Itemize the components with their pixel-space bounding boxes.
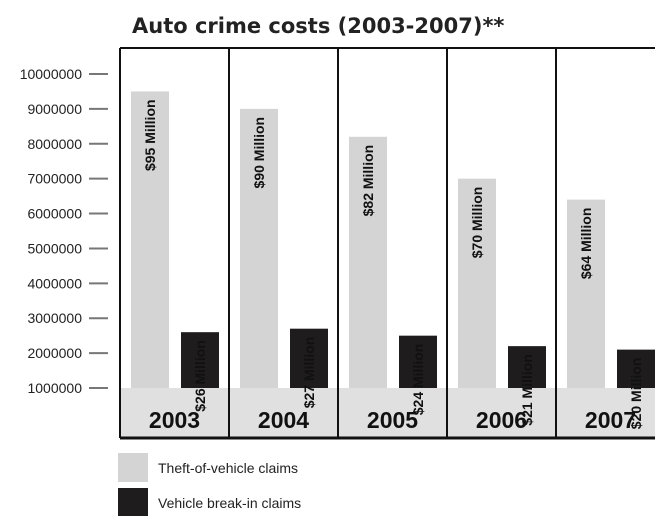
y-tick-label: 9000000 [27,101,82,117]
legend-label: Vehicle break-in claims [158,495,301,511]
data-label: $95 Million [142,99,158,171]
theft-bar-2006 [458,178,496,388]
legend-swatch [118,488,148,516]
data-label: $26 Million [192,340,208,412]
y-tick-label: 3000000 [27,310,82,326]
breakin-bar-2007 [617,349,655,388]
y-tick-label: 1000000 [27,380,82,396]
theft-bar-2007 [567,199,605,388]
chart-title: Auto crime costs (2003-2007)** [132,14,504,38]
legend-label: Theft-of-vehicle claims [158,460,298,476]
theft-bar-2003 [131,91,169,388]
legend: Theft-of-vehicle claims Vehicle break-in … [118,453,301,516]
y-tick-label: 4000000 [27,275,82,291]
data-label: $64 Million [578,208,594,280]
data-label: $21 Million [519,354,535,426]
data-label: $90 Million [251,117,267,189]
data-label: $27 Million [301,337,317,409]
category-band [120,388,655,438]
data-label: $82 Million [360,145,376,217]
y-tick-label: 10000000 [20,66,83,82]
y-tick-label: 2000000 [27,345,82,361]
plot-area: 10000000 9000000 8000000 7000000 6000000 5000… [20,47,655,440]
legend-swatch [118,453,148,482]
data-label: $20 Million [628,358,644,430]
data-label: $70 Million [469,187,485,259]
category-label: 2003 [149,407,200,433]
category-label: 2006 [476,407,527,433]
y-tick-label: 6000000 [27,206,82,222]
y-tick-label: 5000000 [27,240,82,256]
data-label: $24 Million [410,344,426,416]
theft-bar-2004 [240,108,278,388]
breakin-bar-2005 [399,335,437,388]
y-tick-label: 7000000 [27,171,82,187]
breakin-bar-2003 [181,332,219,388]
breakin-bar-2006 [508,346,546,388]
theft-bar-2005 [349,136,387,388]
category-label: 2004 [258,407,309,433]
y-tick-label: 8000000 [27,136,82,152]
category-label: 2007 [585,407,636,433]
category-label: 2005 [367,407,418,433]
breakin-bar-2004 [290,328,328,388]
